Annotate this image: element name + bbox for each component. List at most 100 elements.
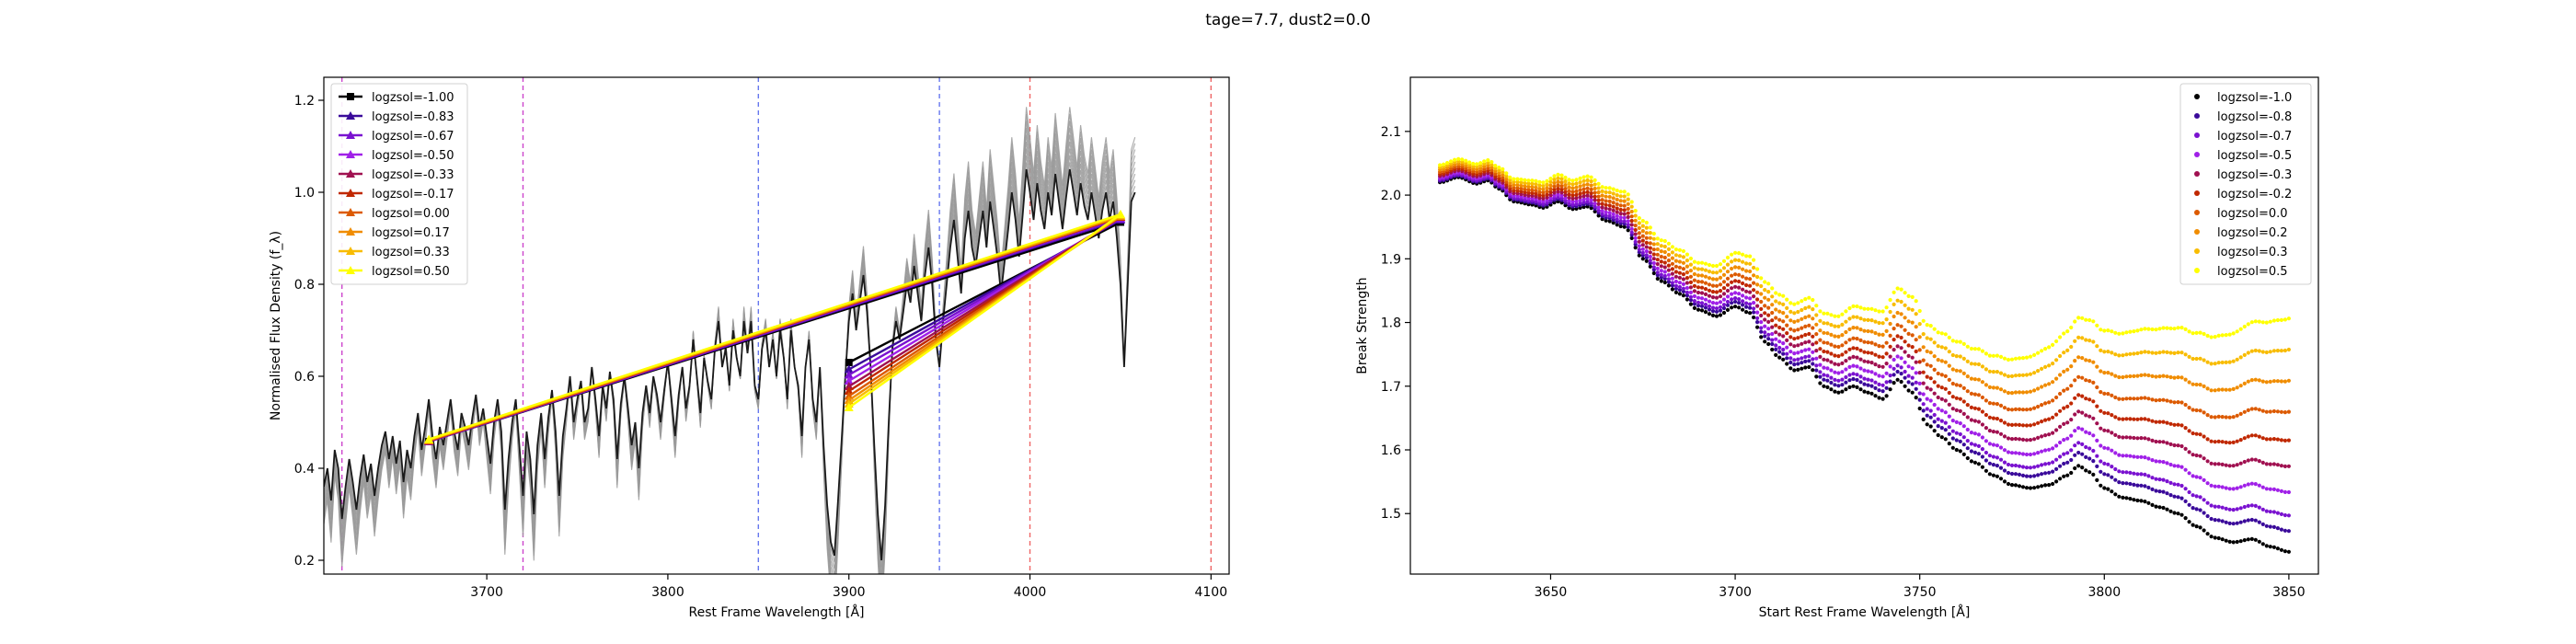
scatter-point: [1766, 341, 1771, 347]
y-tick-label: 1.2: [294, 94, 315, 109]
scatter-point: [1866, 328, 1870, 334]
scatter-point: [2279, 512, 2283, 517]
scatter-point: [2150, 419, 2155, 423]
scatter-point: [1755, 316, 1760, 320]
scatter-point: [1910, 355, 1915, 360]
scatter-point: [2231, 386, 2236, 391]
scatter-point: [1556, 172, 1560, 177]
scatter-point: [2176, 326, 2180, 330]
scatter-point: [1526, 178, 1531, 183]
scatter-point: [1567, 195, 1571, 200]
scatter-point: [1710, 313, 1716, 317]
scatter-point: [2235, 507, 2239, 512]
scatter-point: [1581, 178, 1586, 183]
scatter-point: [2194, 330, 2199, 335]
scatter-point: [1578, 176, 1582, 180]
scatter-point: [1807, 295, 1811, 300]
scatter-point: [2047, 432, 2052, 437]
scatter-point: [1692, 289, 1696, 293]
scatter-point: [2139, 472, 2144, 477]
scatter-point: [1556, 190, 1560, 194]
scatter-point: [1585, 197, 1590, 201]
scatter-point: [2231, 508, 2236, 512]
scatter-point: [1811, 334, 1815, 339]
scatter-point: [2246, 322, 2250, 327]
scatter-point: [1928, 351, 1933, 355]
scatter-point: [1777, 355, 1782, 360]
scatter-point: [1659, 264, 1663, 269]
scatter-point: [2040, 420, 2044, 424]
scatter-point: [1976, 407, 1981, 411]
scatter-point: [2043, 347, 2048, 351]
scatter-point: [2080, 356, 2085, 361]
scatter-point: [1618, 203, 1623, 208]
scatter-point: [1626, 223, 1630, 227]
scatter-point: [1873, 380, 1878, 385]
scatter-point: [1947, 414, 1951, 419]
scatter-point: [1833, 370, 1837, 374]
scatter-point: [1512, 177, 1516, 181]
scatter-point: [1515, 179, 1520, 184]
scatter-point: [2121, 481, 2125, 486]
scatter-point: [2220, 537, 2225, 542]
scatter-point: [2161, 374, 2166, 378]
scatter-point: [1730, 280, 1734, 284]
scatter-point: [2268, 524, 2272, 529]
scatter-point: [1626, 214, 1630, 220]
scatter-point: [2024, 355, 2030, 360]
scatter-point: [1537, 199, 1542, 203]
scatter-point: [2139, 328, 2144, 332]
scatter-point: [1925, 374, 1929, 379]
scatter-point: [1906, 364, 1911, 369]
scatter-point: [1552, 184, 1557, 189]
scatter-point: [2268, 437, 2272, 442]
scatter-point: [1755, 267, 1760, 271]
scatter-point: [1763, 280, 1767, 284]
scatter-point: [2113, 492, 2118, 497]
scatter-point: [2084, 413, 2088, 418]
scatter-point: [1651, 231, 1656, 236]
scatter-point: [2002, 420, 2007, 425]
scatter-point: [2091, 448, 2096, 454]
scatter-point: [1895, 363, 1900, 368]
scatter-point: [2198, 476, 2202, 480]
scatter-point: [2154, 328, 2158, 332]
scatter-point: [1947, 350, 1951, 354]
scatter-point: [2271, 545, 2276, 549]
scatter-point: [1958, 384, 1962, 388]
scatter-point: [1633, 218, 1638, 223]
scatter-point: [1774, 323, 1778, 328]
scatter-point: [1984, 351, 1988, 356]
scatter-point: [1976, 377, 1981, 382]
scatter-point: [2006, 450, 2011, 454]
scatter-point: [1703, 281, 1708, 285]
scatter-point: [2113, 415, 2118, 420]
scatter-point: [1755, 304, 1760, 308]
scatter-point: [2257, 378, 2261, 383]
scatter-point: [2135, 351, 2140, 356]
scatter-point: [1699, 301, 1705, 305]
scatter-point: [2202, 331, 2206, 337]
scatter-point: [1840, 370, 1845, 374]
scatter-point: [1917, 381, 1922, 385]
scatter-point: [1936, 424, 1940, 429]
scatter-point: [1741, 299, 1745, 304]
scatter-point: [2176, 400, 2180, 405]
scatter-point: [1581, 200, 1586, 204]
scatter-point: [2202, 477, 2206, 483]
scatter-point: [1917, 397, 1922, 402]
scatter-point: [2231, 415, 2236, 420]
scatter-point: [1629, 236, 1634, 240]
scatter-point: [2260, 436, 2265, 441]
scatter-point: [1866, 340, 1870, 345]
scatter-point: [1556, 186, 1560, 191]
scatter-point: [2036, 464, 2041, 468]
scatter-point: [1755, 297, 1760, 302]
scatter-point: [1803, 348, 1808, 352]
scatter-point: [2216, 504, 2221, 509]
scatter-point: [2238, 506, 2243, 511]
scatter-point: [1673, 270, 1678, 274]
scatter-point: [1796, 357, 1800, 362]
scatter-point: [1677, 288, 1682, 293]
scatter-point: [2194, 507, 2199, 512]
